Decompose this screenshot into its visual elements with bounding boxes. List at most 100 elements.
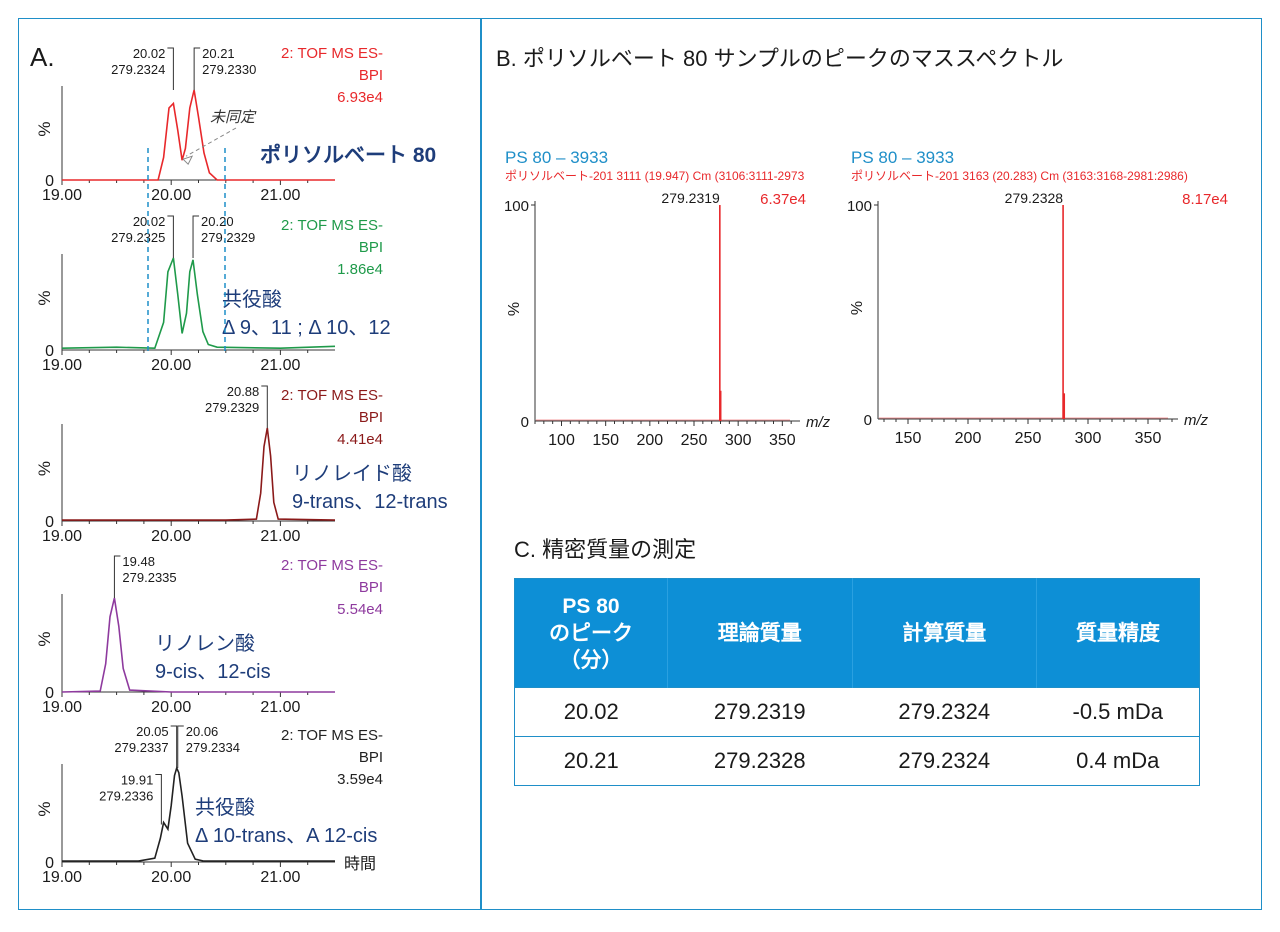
x-tick-label: 300 (725, 432, 752, 449)
x-tick-label: 150 (895, 430, 922, 447)
chromatogram-1: 0% 19.00 20.00 21.00 2: TOF MS ES- BPI 6.93e4 2… (35, 45, 436, 204)
table-row: 20.21 279.2328 279.2324 0.4 mDa (514, 736, 1200, 786)
peak-mz-label: 279.2329 (205, 400, 259, 415)
spectrum-intensity: 6.37e4 (760, 191, 806, 208)
col-peak-header: PS 80 のピーク （分） (514, 578, 668, 688)
trace-header-line: BPI (359, 409, 383, 426)
y-tick-label: 0 (45, 855, 54, 872)
cell-theoretical: 279.2328 (667, 736, 852, 786)
x-tick-label: 19.00 (42, 528, 82, 545)
unidentified-annotation: 未同定 (210, 109, 257, 126)
x-tick-label: 20.00 (151, 187, 191, 204)
panel-bc-frame (480, 18, 1262, 910)
col-calculated-header: 計算質量 (852, 578, 1037, 688)
cell-peak: 20.21 (514, 736, 668, 786)
trace-header-line: 4.41e4 (337, 431, 383, 448)
chromatogram-trace (62, 427, 336, 521)
trace-header-line: BPI (359, 579, 383, 596)
x-tick-label: 150 (592, 432, 619, 449)
trace-header-line: BPI (359, 67, 383, 84)
x-tick-label: 20.00 (151, 869, 191, 886)
x-tick-label: 250 (681, 432, 708, 449)
y-tick-label: 100 (847, 198, 872, 215)
cell-calculated: 279.2324 (852, 736, 1037, 786)
x-tick-label: 21.00 (260, 869, 300, 886)
spectrum-title: PS 80 – 3933 (505, 148, 608, 167)
peak-mz-label: 279.2325 (111, 230, 165, 245)
trace-header-line: 2: TOF MS ES- (281, 45, 383, 62)
y-axis-label: % (35, 631, 54, 646)
compound-label: Δ 10-trans、A 12-cis (195, 825, 377, 847)
peak-label-bracket (167, 215, 174, 258)
trace-header-line: 2: TOF MS ES- (281, 387, 383, 404)
peak-rt-label: 20.02 (133, 214, 166, 229)
compound-label: 共役酸 (222, 288, 282, 311)
col-theoretical-header: 理論質量 (667, 578, 853, 688)
compound-label: リノレン酸 (155, 632, 255, 655)
peak-rt-label: 20.88 (227, 384, 260, 399)
trace-header-line: 6.93e4 (337, 89, 383, 106)
peak-mz-label: 279.2337 (114, 740, 168, 755)
spectrum-peak-label: 279.2319 (661, 190, 720, 206)
chromatogram-3: 0% 19.00 20.00 21.00 2: TOF MS ES- BPI 4.41e4 2… (35, 384, 448, 545)
trace-header-line: 2: TOF MS ES- (281, 557, 383, 574)
spectrum-subtitle: ポリソルベート-201 3111 (19.947) Cm (3106:3111-… (505, 169, 805, 183)
x-tick-label: 300 (1075, 430, 1102, 447)
peak-label-bracket (170, 725, 178, 768)
col-accuracy-header: 質量精度 (1036, 578, 1200, 688)
peak-mz-label: 279.2324 (111, 62, 165, 77)
y-tick-label: 0 (45, 343, 54, 360)
x-tick-label: 21.00 (260, 357, 300, 374)
chromatogram-4: 0% 19.00 20.00 21.00 2: TOF MS ES- BPI 5.54e4 1… (35, 554, 383, 716)
chromatogram-trace (61, 597, 335, 693)
spectrum-intensity: 8.17e4 (1182, 191, 1228, 208)
spectrum-group: PS 80 – 3933 ポリソルベート-201 3111 (19.947) Cm… (504, 148, 1228, 449)
trace-header-line: 1.86e4 (337, 261, 383, 278)
compound-label: Δ 9、11 ; Δ 10、12 (222, 317, 391, 339)
compound-label: 9-trans、12-trans (292, 491, 448, 513)
y-axis-label: % (35, 461, 54, 476)
chromatogram-2: 0% 19.00 20.00 21.00 2: TOF MS ES- BPI 1.86e4 2… (35, 214, 391, 374)
y-tick-label: 0 (864, 412, 872, 429)
peak-rt-label: 20.21 (202, 46, 235, 61)
chromatogram-trace (62, 89, 335, 181)
peak-mz-label: 279.2335 (122, 570, 176, 585)
chromatogram-trace (62, 765, 335, 862)
peak-rt-label: 20.20 (201, 214, 234, 229)
chromatogram-5: 0% 19.00 20.00 21.00 2: TOF MS ES- BPI 3.59e4 1… (35, 724, 383, 886)
cell-theoretical: 279.2319 (667, 687, 852, 737)
peak-mz-label: 279.2334 (186, 740, 240, 755)
spectrum-subtitle: ポリソルベート-201 3163 (20.283) Cm (3163:3168-… (851, 169, 1188, 183)
peak-label-bracket (113, 555, 121, 598)
panel-c-title: C. 精密質量の測定 (514, 537, 697, 562)
x-axis-label: m/z (1184, 412, 1209, 429)
peak-mz-label: 279.2330 (202, 62, 256, 77)
trace-header-line: 2: TOF MS ES- (281, 217, 383, 234)
x-axis-label: m/z (806, 414, 831, 431)
trace-header-line: BPI (359, 749, 383, 766)
panel-b-title: B. ポリソルベート 80 サンプルのピークのマススペクトル (496, 46, 1063, 71)
y-tick-label: 0 (45, 685, 54, 702)
x-tick-label: 250 (1015, 430, 1042, 447)
trace-header-line: 2: TOF MS ES- (281, 727, 383, 744)
trace-header-line: 5.54e4 (337, 601, 383, 618)
peak-rt-label: 19.91 (121, 773, 154, 788)
annotation-arrowhead (182, 155, 194, 166)
spectrum-title: PS 80 – 3933 (851, 148, 954, 167)
x-tick-label: 19.00 (42, 187, 82, 204)
time-unit-label: 時間 (344, 855, 376, 873)
cell-accuracy: -0.5 mDa (1036, 687, 1200, 737)
peak-label-bracket (155, 774, 162, 825)
compound-label: ポリソルベート 80 (260, 143, 436, 167)
y-axis-label: % (849, 301, 866, 315)
x-tick-label: 21.00 (260, 528, 300, 545)
compound-label: リノレイド酸 (292, 462, 412, 485)
table-row: 20.02 279.2319 279.2324 -0.5 mDa (514, 687, 1200, 737)
x-tick-label: 19.00 (42, 357, 82, 374)
